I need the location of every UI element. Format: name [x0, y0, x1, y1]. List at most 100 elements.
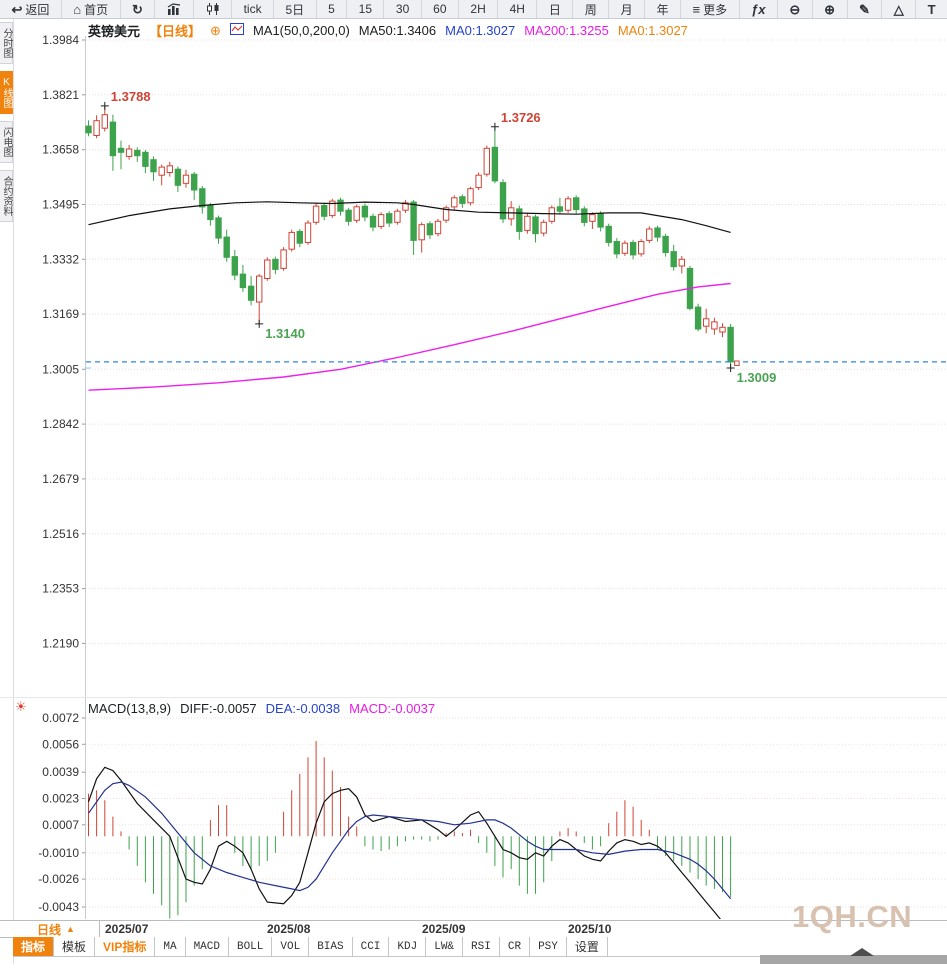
- svg-text:1.3788: 1.3788: [111, 89, 151, 104]
- svg-text:1.3169: 1.3169: [42, 307, 79, 321]
- price-chart-header: 英镑美元 【日线】 ⊕ MA1(50,0,200,0) MA50:1.3406 …: [88, 21, 688, 40]
- macd-header: MACD(13,8,9) DIFF:-0.0057 DEA:-0.0038 MA…: [88, 701, 435, 716]
- more-icon: ≡: [692, 1, 701, 17]
- sidebar-tab-kline-chart[interactable]: K线图: [0, 71, 13, 114]
- toolbar-tf-week-button[interactable]: 周: [573, 0, 610, 18]
- svg-text:-0.0010: -0.0010: [38, 846, 79, 860]
- toolbar-zoom-in-icon[interactable]: ⊕: [813, 0, 848, 18]
- zoom-in-icon: ⊕: [824, 1, 836, 17]
- toolbar: ↩ 返回 ⌂ 首页 ↻ tick 5日 5 15 30 60 2H 4H 日周月年 ≡ 更多 ƒx ⊖ ⊕ ✎ △ T: [0, 0, 947, 19]
- chart-type-sidebar: 分时图 K线图闪电图合约资料: [0, 22, 14, 229]
- sidebar-tab-contract-info[interactable]: 合约资料: [0, 170, 13, 222]
- toolbar-tf-month-button[interactable]: 月: [609, 0, 646, 18]
- toolbar-draw-icon[interactable]: ✎: [848, 0, 883, 18]
- svg-text:1.2353: 1.2353: [42, 582, 79, 596]
- svg-text:1.2842: 1.2842: [42, 417, 79, 431]
- indicator-tab-bias[interactable]: BIAS: [309, 937, 353, 956]
- ma200-value: MA200:1.3255: [524, 23, 609, 38]
- toolbar-shapes-icon[interactable]: △: [882, 0, 917, 18]
- svg-text:0.0007: 0.0007: [42, 818, 79, 832]
- indicator-tab-设置[interactable]: 设置: [567, 937, 608, 956]
- ma0-value-orange: MA0:1.3027: [617, 23, 688, 38]
- text-tool-icon: T: [927, 1, 936, 17]
- toolbar-tf-15-button[interactable]: 15: [347, 0, 385, 18]
- toolbar-line-chart-icon[interactable]: [155, 0, 195, 18]
- toolbar-candle-chart-icon[interactable]: [194, 0, 233, 18]
- indicator-tab-ma[interactable]: MA: [155, 937, 186, 956]
- toolbar-tf-year-button[interactable]: 年: [645, 0, 682, 18]
- svg-text:1.3009: 1.3009: [737, 370, 777, 385]
- macd-title: MACD(13,8,9): [88, 701, 172, 716]
- indicator-tab-cr[interactable]: CR: [500, 937, 531, 956]
- sidebar-tab-lightning-chart[interactable]: 闪电图: [0, 121, 13, 163]
- expand-up-icon: [850, 948, 874, 956]
- chevron-up-icon: ▲: [66, 923, 75, 934]
- indicator-tab-macd[interactable]: MACD: [186, 937, 229, 956]
- svg-text:1.3658: 1.3658: [42, 143, 79, 157]
- svg-text:1.3821: 1.3821: [42, 88, 79, 102]
- formula-icon: ƒx: [750, 1, 766, 17]
- toolbar-home-button[interactable]: ⌂ 首页: [62, 0, 121, 18]
- svg-text:0.0039: 0.0039: [42, 765, 79, 779]
- indicator-tab-psy[interactable]: PSY: [530, 937, 567, 956]
- toolbar-tf-2h-button[interactable]: 2H: [459, 0, 499, 18]
- x-axis-row: 日线 ▲ 2025/07 2025/08 2025/09 2025/10: [0, 920, 947, 938]
- home-icon: ⌂: [73, 1, 82, 17]
- svg-text:-0.0026: -0.0026: [38, 872, 79, 886]
- indicator-tab-rsi[interactable]: RSI: [463, 937, 500, 956]
- add-indicator-icon[interactable]: ⊕: [210, 22, 221, 38]
- toolbar-refresh-icon[interactable]: ↻: [121, 0, 156, 18]
- macd-macd-value: MACD:-0.0037: [349, 701, 436, 716]
- svg-text:1.3726: 1.3726: [501, 110, 541, 125]
- indicator-tab-kdj[interactable]: KDJ: [389, 937, 427, 956]
- macd-diff-value: DIFF:-0.0057: [180, 701, 257, 716]
- ma50-value: MA50:1.3406: [358, 23, 437, 38]
- toolbar-text-tool-icon[interactable]: T: [916, 0, 947, 18]
- indicator-tab-指标[interactable]: 指标: [13, 937, 55, 956]
- toolbar-tf-5-button[interactable]: 5: [317, 0, 348, 18]
- left-divider: [13, 18, 14, 964]
- ma-params: MA1(50,0,200,0): [252, 23, 350, 38]
- toolbar-tf-4h-button[interactable]: 4H: [498, 0, 538, 18]
- back-icon: ↩: [11, 1, 23, 17]
- toolbar-tf-day-button[interactable]: 日: [537, 0, 574, 18]
- indicator-tab-boll[interactable]: BOLL: [229, 937, 273, 956]
- indicator-tab-vip指标[interactable]: VIP指标: [95, 937, 156, 956]
- svg-text:1.3495: 1.3495: [42, 198, 79, 212]
- indicator-tab-vol[interactable]: VOL: [272, 937, 310, 956]
- toolbar-more-button[interactable]: ≡ 更多: [681, 0, 740, 18]
- toolbar-formula-icon[interactable]: ƒx: [740, 0, 778, 18]
- zoom-out-icon: ⊖: [789, 1, 801, 17]
- toolbar-tf-30-button[interactable]: 30: [384, 0, 422, 18]
- svg-text:-0.0043: -0.0043: [38, 900, 79, 914]
- toolbar-zoom-out-icon[interactable]: ⊖: [778, 0, 813, 18]
- svg-text:0.0072: 0.0072: [42, 711, 79, 725]
- period-selector-label: 日线: [37, 922, 62, 937]
- draw-icon: ✎: [858, 1, 870, 17]
- macd-dea-value: DEA:-0.0038: [265, 701, 341, 716]
- bottom-panel-handle[interactable]: [760, 948, 947, 964]
- toolbar-tf-tick-button[interactable]: tick: [232, 0, 275, 18]
- indicator-tab-模板[interactable]: 模板: [54, 937, 96, 956]
- sidebar-tab-time-chart[interactable]: 分时图: [0, 22, 13, 64]
- x-axis-month-label: 2025/08: [267, 922, 311, 936]
- shapes-icon: △: [893, 1, 904, 17]
- toolbar-tf-5d-button[interactable]: 5日: [274, 0, 317, 18]
- indicator-tab-bar: 指标 模板 VIP指标 MA MACD BOLL VOL BIAS CCI KDJ LW& RSI CR…: [13, 937, 947, 957]
- ma0-value-blue: MA0:1.3027: [445, 23, 516, 38]
- svg-text:1.2679: 1.2679: [42, 472, 79, 486]
- x-axis-month-label: 2025/07: [105, 922, 149, 936]
- period-selector[interactable]: 日线 ▲: [13, 921, 100, 937]
- svg-text:0.0023: 0.0023: [42, 792, 79, 806]
- chart-type-icon: [229, 23, 244, 38]
- indicator-settings-icon[interactable]: ☀: [15, 699, 27, 714]
- toolbar-back-button[interactable]: ↩ 返回: [0, 0, 62, 18]
- svg-text:1.3332: 1.3332: [42, 252, 79, 266]
- x-axis-month-label: 2025/10: [568, 922, 612, 936]
- symbol-name: 英镑美元: [88, 24, 141, 39]
- indicator-tab-cci[interactable]: CCI: [353, 937, 390, 956]
- indicator-tab-lw&[interactable]: LW&: [426, 937, 464, 956]
- svg-text:1.3140: 1.3140: [265, 326, 305, 341]
- toolbar-tf-60-button[interactable]: 60: [422, 0, 459, 18]
